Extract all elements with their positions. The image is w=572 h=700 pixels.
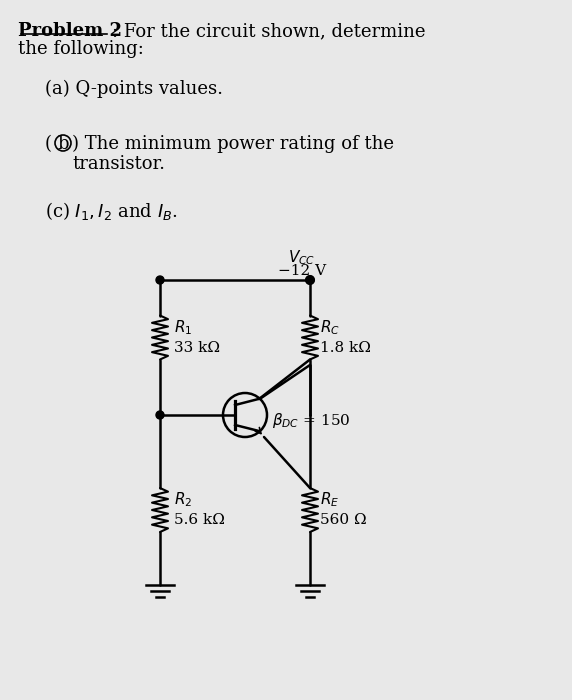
Text: transistor.: transistor.	[72, 155, 165, 173]
Text: $R_E$: $R_E$	[320, 491, 339, 510]
Text: 560 Ω: 560 Ω	[320, 513, 367, 527]
Text: : For the circuit shown, determine: : For the circuit shown, determine	[112, 22, 426, 40]
Text: $R_C$: $R_C$	[320, 318, 340, 337]
Text: (: (	[45, 135, 52, 153]
Circle shape	[306, 276, 314, 284]
Text: Problem 2: Problem 2	[18, 22, 122, 40]
Text: ) The minimum power rating of the: ) The minimum power rating of the	[72, 135, 394, 153]
Text: 1.8 kΩ: 1.8 kΩ	[320, 340, 371, 354]
Text: $\beta_{DC}$ = 150: $\beta_{DC}$ = 150	[272, 410, 351, 430]
Text: the following:: the following:	[18, 40, 144, 58]
Text: $R_2$: $R_2$	[174, 491, 192, 510]
Circle shape	[156, 411, 164, 419]
Text: 5.6 kΩ: 5.6 kΩ	[174, 513, 225, 527]
Circle shape	[156, 276, 164, 284]
Text: (a) Q-points values.: (a) Q-points values.	[45, 80, 223, 98]
Text: 33 kΩ: 33 kΩ	[174, 340, 220, 354]
Text: b: b	[57, 135, 69, 153]
Text: $R_1$: $R_1$	[174, 318, 192, 337]
Text: −12 V: −12 V	[278, 264, 326, 278]
Text: $V_{CC}$: $V_{CC}$	[288, 248, 316, 267]
Text: (c) $I_1, I_2$ and $I_B$.: (c) $I_1, I_2$ and $I_B$.	[45, 200, 177, 222]
